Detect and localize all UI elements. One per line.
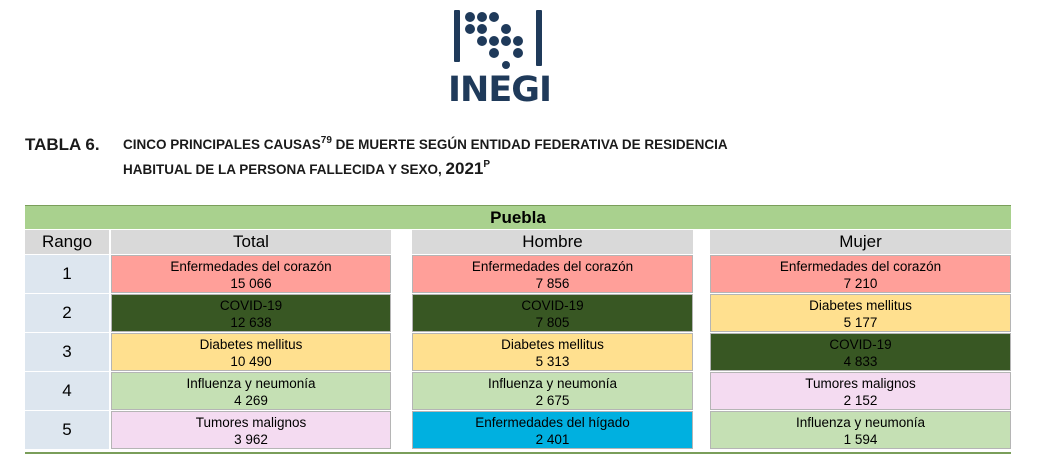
logo-text: INEGI [448,70,552,110]
cause-label: Influenza y neumonía [487,376,618,391]
male-cell: COVID-19 7 805 [412,294,693,332]
female-cell: Influenza y neumonía 1 594 [710,411,1011,449]
header-rank: Rango [25,230,109,254]
cause-label: Enfermedades del corazón [170,259,332,274]
female-cell: Diabetes mellitus 5 177 [710,294,1011,332]
table-row: 2 COVID-19 12 638 COVID-19 7 805 Diabetes mel… [25,294,1011,332]
death-count: 2 401 [535,432,570,447]
header-female: Mujer [710,230,1011,254]
header-total: Total [111,230,391,254]
male-cell: Enfermedades del corazón 7 856 [412,255,693,293]
table-number: TABLA 6. [25,135,100,154]
female-cell: COVID-19 4 833 [710,333,1011,371]
cause-label: Diabetes mellitus [501,337,604,352]
title-line1: CINCO PRINCIPALES CAUSAS [123,137,321,152]
rank-cell: 2 [25,294,109,332]
title-line2: HABITUAL DE LA PERSONA FALLECIDA Y SEXO, [123,162,446,177]
death-count: 5 177 [843,315,878,330]
cause-label: COVID-19 [521,298,584,313]
column-headers: Rango Total Hombre Mujer [25,230,1011,254]
region-header: Puebla [25,205,1011,229]
rank-cell: 4 [25,372,109,410]
female-cell: Tumores malignos 2 152 [710,372,1011,410]
table-row: 4 Influenza y neumonía 4 269 Influenza y ne… [25,372,1011,410]
cause-label: Enfermedades del hígado [475,415,630,430]
male-cell: Diabetes mellitus 5 313 [412,333,693,371]
death-count: 4 833 [843,354,878,369]
cause-label: COVID-19 [829,337,892,352]
death-count: 15 066 [230,276,272,291]
rank-cell: 5 [25,411,109,449]
cause-label: Tumores malignos [805,376,916,391]
death-count: 12 638 [230,315,272,330]
total-cell: Tumores malignos 3 962 [111,411,391,449]
death-count: 5 313 [535,354,570,369]
death-count: 10 490 [230,354,272,369]
table-row: 1 Enfermedades del corazón 15 066 Enfermeda… [25,255,1011,293]
inegi-logo-icon [454,10,542,69]
total-cell: COVID-19 12 638 [111,294,391,332]
death-count: 2 152 [843,393,878,408]
preliminary-mark: P [483,159,491,170]
male-cell: Influenza y neumonía 2 675 [412,372,693,410]
table-bottom-rule [25,452,1011,454]
total-cell: Diabetes mellitus 10 490 [111,333,391,371]
rank-cell: 1 [25,255,109,293]
death-count: 4 269 [234,393,268,408]
cause-label: Enfermedades del corazón [471,259,634,274]
title-year: 2021 [445,159,484,178]
death-count: 2 675 [535,393,570,408]
rank-cell: 3 [25,333,109,371]
table-row: 5 Tumores malignos 3 962 Enfermedades del h… [25,411,1011,449]
inegi-logo: INEGI [448,8,552,110]
cause-label: Influenza y neumonía [186,376,316,391]
title-line1b: DE MUERTE SEGÚN ENTIDAD FEDERATIVA DE RE… [331,137,728,152]
death-count: 7 856 [535,276,570,291]
cause-label: Enfermedades del corazón [779,259,942,274]
table-title: TABLA 6. CINCO PRINCIPALES CAUSAS79 DE M… [25,133,1015,182]
female-cell: Enfermedades del corazón 7 210 [710,255,1011,293]
table-row: 3 Diabetes mellitus 10 490 Diabetes mellitu… [25,333,1011,371]
total-cell: Enfermedades del corazón 15 066 [111,255,391,293]
death-count: 3 962 [234,432,268,447]
cause-label: Tumores malignos [195,415,307,430]
death-count: 7 805 [535,315,570,330]
causes-table: Puebla Rango Total Hombre Mujer 1 Enferme… [25,205,1011,449]
cause-label: Influenza y neumonía [795,415,926,430]
death-count: 1 594 [843,432,878,447]
death-count: 7 210 [843,276,878,291]
header-male: Hombre [412,230,693,254]
cause-label: COVID-19 [219,298,283,313]
cause-label: Diabetes mellitus [199,337,303,352]
table-body: 1 Enfermedades del corazón 15 066 Enfermeda… [25,255,1011,449]
footnote-ref: 79 [320,135,332,146]
cause-label: Diabetes mellitus [809,298,912,313]
total-cell: Influenza y neumonía 4 269 [111,372,391,410]
male-cell: Enfermedades del hígado 2 401 [412,411,693,449]
